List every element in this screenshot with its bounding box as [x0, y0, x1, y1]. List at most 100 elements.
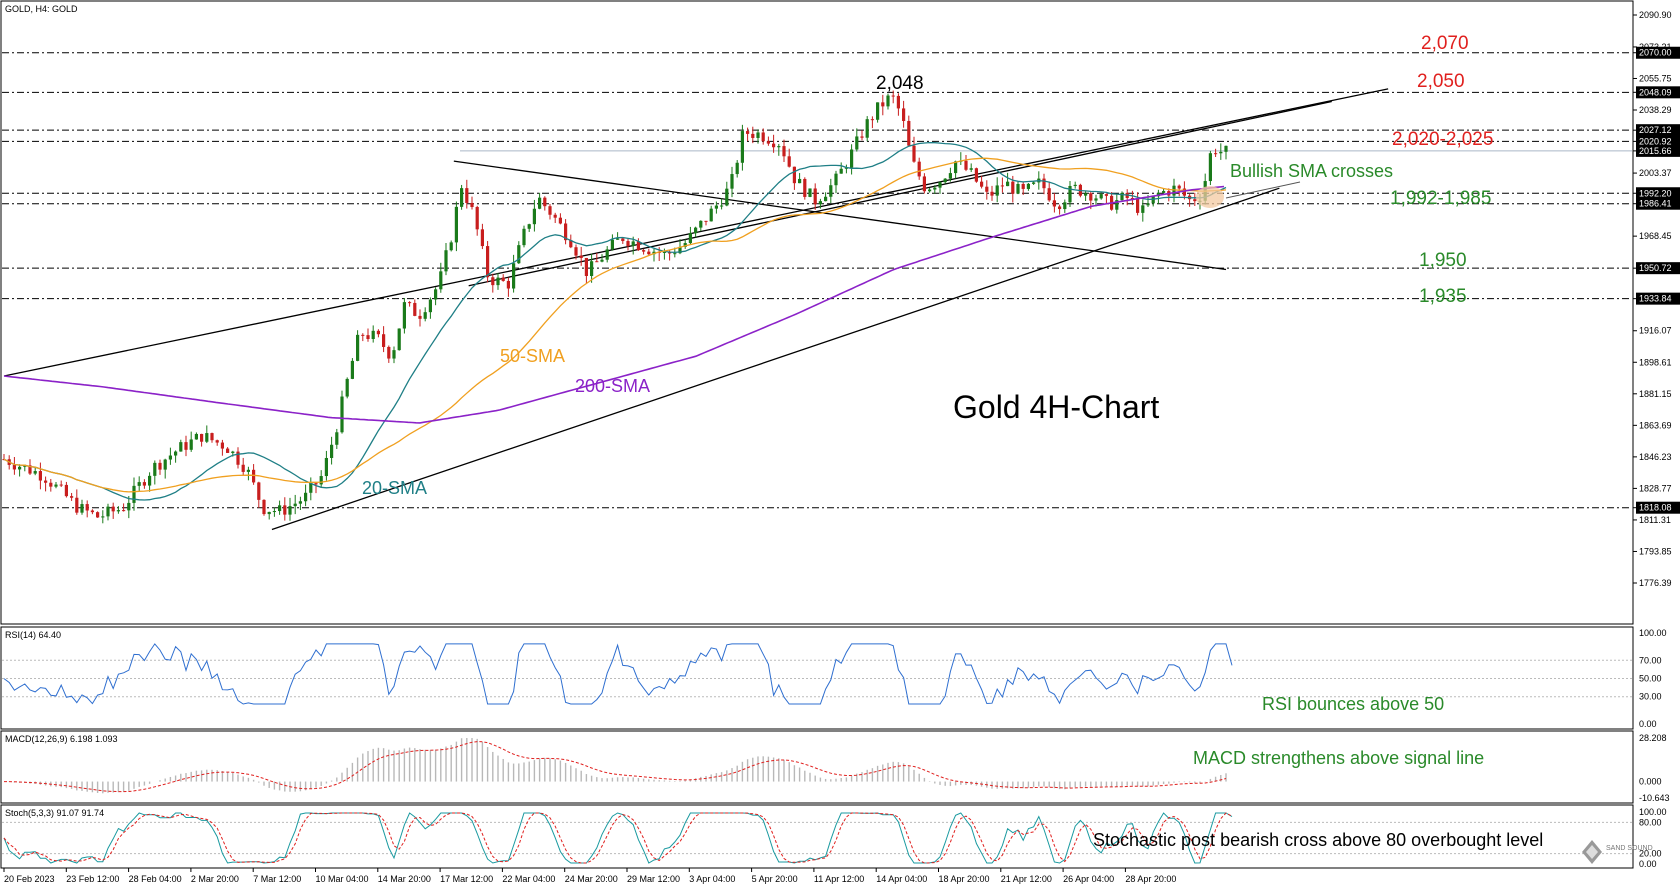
candle-body — [23, 465, 27, 467]
price-tick-label: 2003.37 — [1639, 168, 1672, 178]
candle-body — [304, 492, 308, 502]
candle-body — [356, 334, 360, 361]
candle-body — [64, 484, 68, 497]
price-tag — [1636, 124, 1680, 137]
candle-body — [106, 506, 110, 517]
time-tick-label: 21 Apr 12:00 — [1001, 874, 1052, 884]
stoch-panel-frame — [0, 804, 1634, 869]
candle-body — [158, 462, 162, 470]
candle-body — [777, 146, 781, 148]
candle-body — [439, 271, 443, 290]
macd-panel-frame — [0, 730, 1634, 804]
price-tag — [1636, 501, 1680, 514]
candle-body — [818, 201, 822, 205]
candle-body — [626, 241, 630, 247]
candle-body — [896, 95, 900, 109]
candle-body — [855, 136, 859, 150]
candle-body — [1068, 186, 1072, 203]
candle-body — [496, 277, 500, 286]
candle-body — [470, 202, 474, 208]
stoch-d-line — [3, 812, 1233, 864]
candle-body — [486, 246, 490, 278]
candle-body — [595, 261, 599, 263]
level-label-1950: 1,950 — [1419, 250, 1467, 271]
candle-body — [532, 208, 536, 225]
candle-body — [600, 259, 604, 262]
price-tag — [1636, 187, 1680, 200]
time-tick-label: 2 Mar 20:00 — [191, 874, 239, 884]
level-lines — [2, 52, 1632, 509]
candle-body — [886, 95, 890, 107]
candle-body — [1172, 185, 1176, 196]
candle-body — [772, 143, 776, 148]
candle-body — [444, 250, 448, 272]
candle-body — [1214, 153, 1218, 155]
price-tag-label: 2070.00 — [1639, 48, 1672, 58]
candle-body — [569, 240, 573, 248]
candle-body — [101, 516, 105, 518]
candle-body — [278, 505, 282, 512]
candle-body — [1011, 181, 1015, 194]
macd-indicator: 28.208 0.000 -10.643 — [4, 733, 1670, 803]
candle-body — [33, 471, 37, 474]
rsi-indicator: 100.00 70.00 50.00 30.00 0.00 — [2, 628, 1667, 729]
candle-body — [371, 330, 375, 339]
price-tag — [1636, 135, 1680, 148]
candle-body — [985, 186, 989, 192]
candle-body — [621, 238, 625, 242]
candle-body — [96, 512, 100, 518]
sma200-label: 200-SMA — [575, 376, 650, 396]
rsi-line — [3, 643, 1233, 705]
sma20-label: 20-SMA — [362, 478, 427, 498]
candle-body — [631, 241, 635, 247]
candle-body — [922, 176, 926, 192]
candle-body — [137, 482, 141, 486]
time-tick-label: 10 Mar 04:00 — [316, 874, 369, 884]
candle-body — [293, 503, 297, 507]
macd-tick-label: 0.000 — [1639, 777, 1662, 787]
candle-body — [38, 471, 42, 481]
candle-body — [662, 251, 666, 253]
candle-body — [558, 217, 562, 224]
candle-body — [824, 196, 828, 202]
level-label-2020-2025: 2,020-2,025 — [1392, 129, 1493, 150]
time-tick-label: 26 Apr 04:00 — [1063, 874, 1114, 884]
candle-body — [730, 174, 734, 189]
candle-body — [465, 188, 469, 203]
candle-body — [1000, 185, 1004, 187]
candle-body — [1136, 198, 1140, 213]
candle-body — [200, 433, 204, 442]
rsi-tick-label: 0.00 — [1639, 719, 1657, 729]
price-tag-label: 1986.41 — [1639, 199, 1672, 209]
candle-body — [1052, 200, 1056, 207]
time-tick-label: 14 Apr 04:00 — [876, 874, 927, 884]
candle-body — [803, 178, 807, 197]
candle-body — [413, 302, 417, 316]
candle-body — [860, 136, 864, 138]
candle-body — [283, 505, 287, 515]
price-tick-label: 1916.07 — [1639, 326, 1672, 336]
candle-body — [335, 432, 339, 445]
candle-body — [813, 188, 817, 205]
candle-body — [787, 156, 791, 167]
candle-body — [917, 161, 921, 177]
window-title: GOLD, H4: GOLD — [5, 4, 78, 14]
time-tick-label: 24 Mar 20:00 — [565, 874, 618, 884]
candle-body — [974, 168, 978, 182]
price-tick-label: 1776.39 — [1639, 578, 1672, 588]
sma-cross-annotation: Bullish SMA crosses — [1230, 161, 1393, 181]
candle-body — [257, 482, 261, 500]
macd-tick-label: -10.643 — [1639, 793, 1670, 803]
candle-body — [1162, 191, 1166, 193]
candle-body — [1016, 183, 1020, 194]
candle-body — [512, 263, 516, 289]
candle-body — [392, 350, 396, 359]
candle-body — [179, 442, 183, 452]
price-tag — [1636, 197, 1680, 210]
candle-body — [714, 205, 718, 209]
candle-body — [683, 243, 687, 247]
time-tick-label: 28 Apr 20:00 — [1125, 874, 1176, 884]
candle-body — [330, 444, 334, 458]
candle-body — [574, 247, 578, 256]
